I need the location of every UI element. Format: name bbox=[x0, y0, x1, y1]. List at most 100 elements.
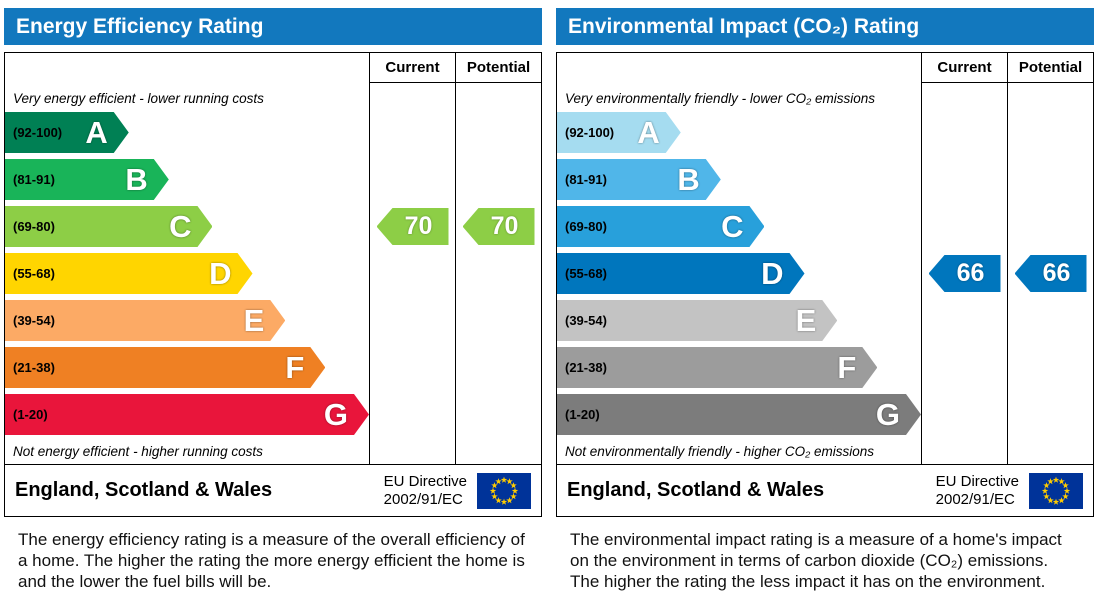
potential-column-cell bbox=[455, 109, 541, 156]
current-column-cell bbox=[369, 344, 455, 391]
potential-column-cell bbox=[1007, 203, 1093, 250]
eu-flag-star bbox=[500, 476, 508, 483]
band-range-label: (1-20) bbox=[13, 407, 48, 422]
top-note: Very environmentally friendly - lower CO… bbox=[565, 90, 875, 106]
band-letter: B bbox=[677, 162, 700, 197]
eu-flag-star bbox=[491, 492, 498, 499]
potential-column-cell bbox=[455, 344, 541, 391]
band-range-label: (69-80) bbox=[13, 219, 55, 234]
rating-band-row: (39-54) E bbox=[557, 297, 1093, 344]
bottom-note-row: Not environmentally friendly - higher CO… bbox=[557, 438, 1093, 464]
band-letter: B bbox=[125, 162, 148, 197]
band-range-label: (55-68) bbox=[565, 266, 607, 281]
band-e: (39-54) E bbox=[557, 300, 837, 341]
eu-directive-label: EU Directive 2002/91/EC bbox=[384, 473, 467, 508]
rating-band-row: (55-68) D 66 66 bbox=[557, 250, 1093, 297]
band-cell: (69-80) C bbox=[557, 203, 921, 250]
potential-column-cell bbox=[455, 391, 541, 438]
band-range-label: (81-91) bbox=[565, 172, 607, 187]
eu-flag-star bbox=[1052, 498, 1060, 505]
potential-column-cell bbox=[1007, 297, 1093, 344]
bottom-note: Not energy efficient - higher running co… bbox=[13, 443, 263, 459]
eu-flag-star bbox=[1058, 477, 1065, 484]
potential-column-cell bbox=[1007, 391, 1093, 438]
band-cell: (92-100) A bbox=[5, 109, 369, 156]
rating-chart-table: Current Potential Very energy efficient … bbox=[4, 52, 542, 517]
band-letter: F bbox=[285, 350, 305, 385]
rating-band-row: (21-38) F bbox=[5, 344, 541, 391]
band-letter: F bbox=[837, 350, 857, 385]
band-e: (39-54) E bbox=[5, 300, 285, 341]
header-spacer bbox=[5, 53, 369, 83]
current-column-cell bbox=[921, 203, 1007, 250]
eu-directive-line1: EU Directive bbox=[935, 473, 1019, 491]
potential-column-cell bbox=[1007, 109, 1093, 156]
band-f: (21-38) F bbox=[5, 347, 325, 388]
potential-column-cell: 66 bbox=[1007, 250, 1093, 297]
eu-flag-star bbox=[1043, 492, 1050, 499]
band-b: (81-91) B bbox=[5, 159, 169, 200]
current-rating-pointer: 66 bbox=[928, 255, 1001, 292]
panel-title-bar: Energy Efficiency Rating bbox=[4, 8, 542, 45]
band-range-label: (1-20) bbox=[565, 407, 600, 422]
eu-flag-star bbox=[1052, 476, 1060, 483]
column-header-row: Current Potential bbox=[557, 53, 1093, 83]
region-label: England, Scotland & Wales bbox=[567, 479, 825, 501]
eu-directive-line2: 2002/91/EC bbox=[383, 490, 463, 508]
band-b: (81-91) B bbox=[557, 159, 721, 200]
band-letter: C bbox=[721, 209, 744, 244]
column-header-row: Current Potential bbox=[5, 53, 541, 83]
band-cell: (55-68) D bbox=[5, 250, 369, 297]
potential-column-cell bbox=[1007, 344, 1093, 391]
bottom-note-row: Not energy efficient - higher running co… bbox=[5, 438, 541, 464]
band-range-label: (81-91) bbox=[13, 172, 55, 187]
bottom-note: Not environmentally friendly - higher CO… bbox=[565, 443, 875, 459]
rating-band-row: (81-91) B bbox=[5, 156, 541, 203]
top-note: Very energy efficient - lower running co… bbox=[13, 90, 264, 106]
band-cell: (21-38) F bbox=[5, 344, 369, 391]
eu-flag-star bbox=[1043, 481, 1050, 488]
rating-band-row: (1-20) G bbox=[557, 391, 1093, 438]
band-letter: A bbox=[85, 115, 108, 150]
current-column-cell bbox=[369, 250, 455, 297]
rating-band-row: (39-54) E bbox=[5, 297, 541, 344]
band-letter: G bbox=[875, 397, 900, 432]
eu-flag-star bbox=[495, 496, 502, 503]
rating-band-row: (69-80) C 70 70 bbox=[5, 203, 541, 250]
potential-column-cell bbox=[455, 83, 541, 109]
panel-title: Environmental Impact (CO₂) Rating bbox=[568, 15, 920, 38]
band-letter: E bbox=[243, 303, 265, 338]
rating-band-row: (1-20) G bbox=[5, 391, 541, 438]
band-cell: (55-68) D bbox=[557, 250, 921, 297]
current-column-cell bbox=[921, 344, 1007, 391]
band-range-label: (92-100) bbox=[565, 125, 615, 140]
band-d: (55-68) D bbox=[557, 253, 805, 294]
band-rows: (92-100) A (81-91) B (69-80) C 70 70 (55-68) D (39… bbox=[5, 109, 541, 438]
band-a: (92-100) A bbox=[557, 112, 681, 153]
current-column-cell bbox=[921, 156, 1007, 203]
potential-column-cell bbox=[1007, 438, 1093, 464]
potential-rating-pointer: 70 bbox=[462, 208, 535, 245]
eu-directive-line2: 2002/91/EC bbox=[935, 490, 1015, 508]
eu-flag-star bbox=[510, 492, 517, 499]
panel-title: Energy Efficiency Rating bbox=[16, 15, 264, 38]
band-cell: (81-91) B bbox=[557, 156, 921, 203]
band-c: (69-80) C bbox=[557, 206, 764, 247]
band-range-label: (21-38) bbox=[565, 360, 607, 375]
eu-flag-star bbox=[511, 487, 519, 494]
eu-flag-star bbox=[1063, 487, 1071, 494]
band-letter: D bbox=[761, 256, 784, 291]
eu-flag-star bbox=[1062, 481, 1069, 488]
band-letter: D bbox=[209, 256, 232, 291]
current-column-cell bbox=[921, 83, 1007, 109]
eu-flag-star bbox=[510, 481, 517, 488]
footer-row: England, Scotland & Wales EU Directive 2… bbox=[557, 464, 1093, 516]
band-cell: (81-91) B bbox=[5, 156, 369, 203]
potential-column-cell bbox=[455, 156, 541, 203]
current-column-cell bbox=[369, 109, 455, 156]
potential-column-cell bbox=[455, 250, 541, 297]
current-column-cell: 70 bbox=[369, 203, 455, 250]
epc-rating-page: Energy Efficiency Rating Current Potenti… bbox=[4, 8, 1094, 591]
rating-chart-table: Current Potential Very environmentally f… bbox=[556, 52, 1094, 517]
current-column-cell bbox=[369, 83, 455, 109]
